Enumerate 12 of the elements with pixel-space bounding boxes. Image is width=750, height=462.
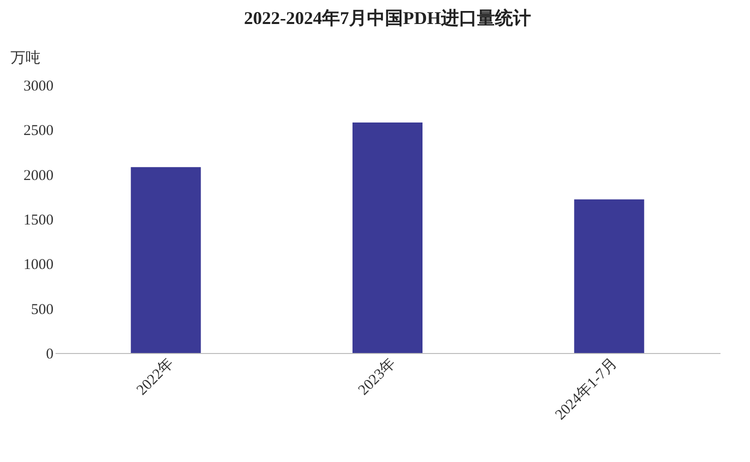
bar bbox=[130, 167, 201, 353]
y-tick-label: 3000 bbox=[24, 78, 54, 94]
y-tick-label: 2000 bbox=[24, 168, 54, 184]
y-tick-label: 2500 bbox=[24, 123, 54, 140]
y-tick-label: 1500 bbox=[24, 212, 54, 228]
chart-title: 2022-2024年7月中国PDH进口量统计 bbox=[244, 8, 531, 28]
bar bbox=[352, 122, 422, 353]
y-axis-title: 万吨 bbox=[10, 50, 40, 66]
y-tick-label: 0 bbox=[46, 346, 54, 362]
bar bbox=[574, 199, 644, 353]
y-tick-label: 1000 bbox=[24, 257, 54, 274]
y-tick-label: 500 bbox=[31, 302, 54, 318]
